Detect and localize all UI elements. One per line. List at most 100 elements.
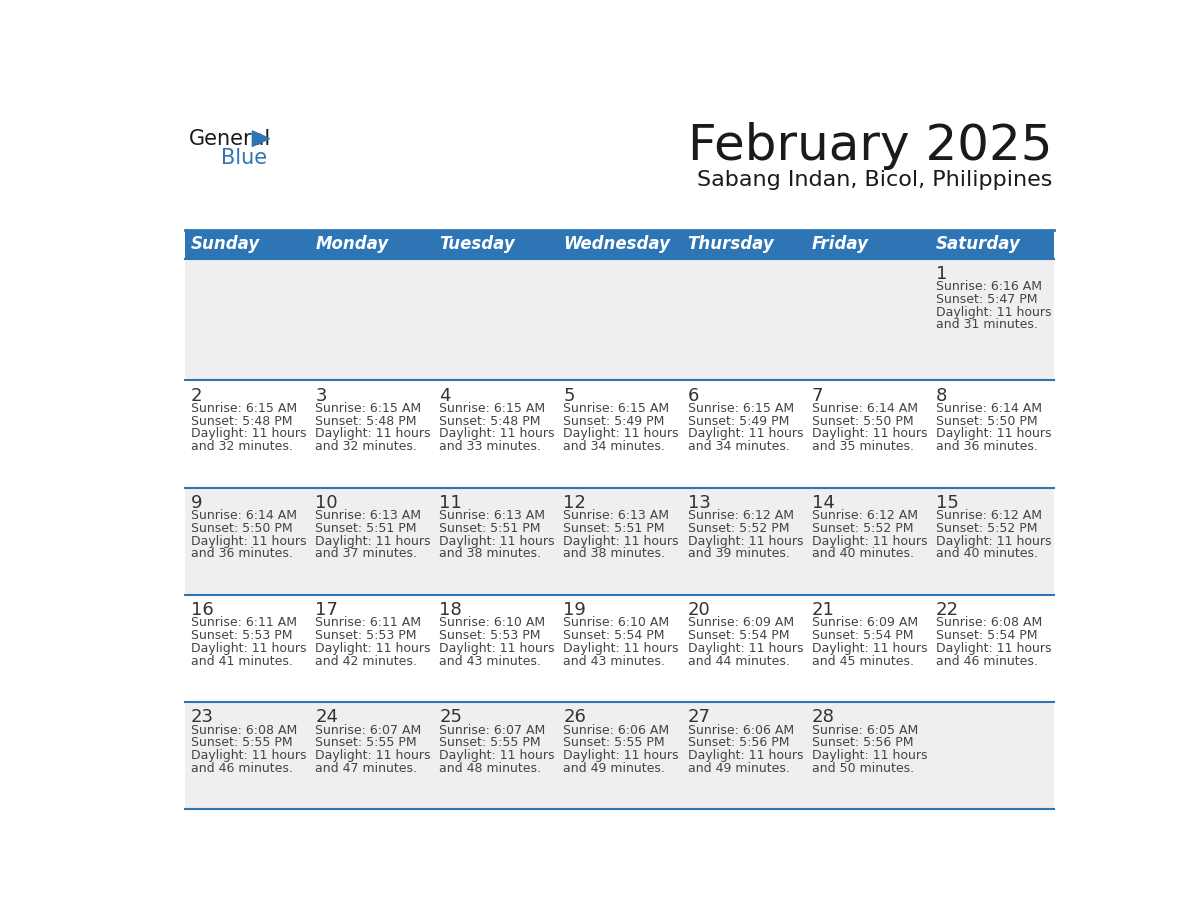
Text: Sunrise: 6:09 AM: Sunrise: 6:09 AM — [811, 616, 918, 630]
Text: Daylight: 11 hours: Daylight: 11 hours — [191, 428, 307, 441]
Text: Sunset: 5:54 PM: Sunset: 5:54 PM — [688, 629, 789, 642]
Bar — [929, 230, 1054, 259]
Text: Daylight: 11 hours: Daylight: 11 hours — [688, 428, 803, 441]
Text: Sunset: 5:49 PM: Sunset: 5:49 PM — [563, 415, 665, 428]
Text: and 48 minutes.: and 48 minutes. — [440, 762, 542, 775]
Text: 14: 14 — [811, 494, 834, 512]
Text: and 33 minutes.: and 33 minutes. — [440, 440, 542, 453]
Text: Sunrise: 6:08 AM: Sunrise: 6:08 AM — [191, 723, 297, 736]
Text: 12: 12 — [563, 494, 587, 512]
Text: and 45 minutes.: and 45 minutes. — [811, 655, 914, 667]
Text: 15: 15 — [936, 494, 959, 512]
Text: 26: 26 — [563, 709, 587, 726]
Text: 18: 18 — [440, 601, 462, 619]
Text: Daylight: 11 hours: Daylight: 11 hours — [440, 749, 555, 762]
Text: 13: 13 — [688, 494, 710, 512]
Text: Daylight: 11 hours: Daylight: 11 hours — [563, 642, 680, 655]
Text: Sunrise: 6:06 AM: Sunrise: 6:06 AM — [688, 723, 794, 736]
Text: Daylight: 11 hours: Daylight: 11 hours — [315, 534, 431, 548]
Bar — [434, 230, 557, 259]
Text: and 34 minutes.: and 34 minutes. — [688, 440, 790, 453]
Text: and 43 minutes.: and 43 minutes. — [440, 655, 542, 667]
Text: Sunset: 5:51 PM: Sunset: 5:51 PM — [563, 522, 665, 535]
Text: 8: 8 — [936, 386, 947, 405]
Text: Sunset: 5:55 PM: Sunset: 5:55 PM — [191, 736, 292, 749]
Text: Sunrise: 6:06 AM: Sunrise: 6:06 AM — [563, 723, 670, 736]
Bar — [185, 380, 1054, 487]
Text: and 32 minutes.: and 32 minutes. — [315, 440, 417, 453]
Text: Sunset: 5:55 PM: Sunset: 5:55 PM — [563, 736, 665, 749]
Text: and 46 minutes.: and 46 minutes. — [936, 655, 1037, 667]
Text: 23: 23 — [191, 709, 214, 726]
Text: Daylight: 11 hours: Daylight: 11 hours — [315, 642, 431, 655]
Text: Sunrise: 6:14 AM: Sunrise: 6:14 AM — [936, 402, 1042, 415]
Text: and 36 minutes.: and 36 minutes. — [191, 547, 293, 560]
Text: Sunrise: 6:09 AM: Sunrise: 6:09 AM — [688, 616, 794, 630]
Text: and 41 minutes.: and 41 minutes. — [191, 655, 293, 667]
Text: Daylight: 11 hours: Daylight: 11 hours — [688, 642, 803, 655]
Text: Daylight: 11 hours: Daylight: 11 hours — [936, 428, 1051, 441]
Text: Daylight: 11 hours: Daylight: 11 hours — [440, 642, 555, 655]
Text: 4: 4 — [440, 386, 451, 405]
Text: 24: 24 — [315, 709, 339, 726]
Bar — [309, 230, 434, 259]
Text: and 40 minutes.: and 40 minutes. — [811, 547, 914, 560]
Text: Sunday: Sunday — [191, 235, 260, 253]
Text: Daylight: 11 hours: Daylight: 11 hours — [563, 749, 680, 762]
Bar — [682, 230, 805, 259]
Text: Sunrise: 6:10 AM: Sunrise: 6:10 AM — [440, 616, 545, 630]
Bar — [185, 487, 1054, 595]
Text: Daylight: 11 hours: Daylight: 11 hours — [936, 306, 1051, 319]
Text: Daylight: 11 hours: Daylight: 11 hours — [936, 534, 1051, 548]
Text: Sabang Indan, Bicol, Philippines: Sabang Indan, Bicol, Philippines — [697, 170, 1053, 190]
Text: Sunrise: 6:15 AM: Sunrise: 6:15 AM — [688, 402, 794, 415]
Text: 25: 25 — [440, 709, 462, 726]
Text: Sunset: 5:51 PM: Sunset: 5:51 PM — [315, 522, 417, 535]
Text: and 46 minutes.: and 46 minutes. — [191, 762, 293, 775]
Text: and 36 minutes.: and 36 minutes. — [936, 440, 1037, 453]
Text: Sunset: 5:47 PM: Sunset: 5:47 PM — [936, 293, 1037, 306]
Text: and 50 minutes.: and 50 minutes. — [811, 762, 914, 775]
Text: 21: 21 — [811, 601, 834, 619]
Text: and 39 minutes.: and 39 minutes. — [688, 547, 790, 560]
Text: 2: 2 — [191, 386, 203, 405]
Text: February 2025: February 2025 — [688, 122, 1053, 170]
Text: Sunrise: 6:11 AM: Sunrise: 6:11 AM — [315, 616, 422, 630]
Text: and 32 minutes.: and 32 minutes. — [191, 440, 293, 453]
Text: Daylight: 11 hours: Daylight: 11 hours — [315, 428, 431, 441]
Text: Sunrise: 6:12 AM: Sunrise: 6:12 AM — [688, 509, 794, 522]
Text: Daylight: 11 hours: Daylight: 11 hours — [563, 428, 680, 441]
Text: Sunset: 5:56 PM: Sunset: 5:56 PM — [811, 736, 914, 749]
Text: 6: 6 — [688, 386, 699, 405]
Text: 11: 11 — [440, 494, 462, 512]
Text: Sunrise: 6:14 AM: Sunrise: 6:14 AM — [191, 509, 297, 522]
Text: 16: 16 — [191, 601, 214, 619]
Text: Sunrise: 6:08 AM: Sunrise: 6:08 AM — [936, 616, 1042, 630]
Text: and 44 minutes.: and 44 minutes. — [688, 655, 790, 667]
Text: Sunset: 5:53 PM: Sunset: 5:53 PM — [191, 629, 292, 642]
Text: 9: 9 — [191, 494, 203, 512]
Text: Wednesday: Wednesday — [563, 235, 670, 253]
Text: 19: 19 — [563, 601, 587, 619]
Text: General: General — [189, 129, 271, 150]
Text: Daylight: 11 hours: Daylight: 11 hours — [191, 642, 307, 655]
Text: Sunrise: 6:16 AM: Sunrise: 6:16 AM — [936, 280, 1042, 294]
Text: Daylight: 11 hours: Daylight: 11 hours — [811, 428, 927, 441]
Text: Sunrise: 6:13 AM: Sunrise: 6:13 AM — [440, 509, 545, 522]
Text: Sunset: 5:55 PM: Sunset: 5:55 PM — [315, 736, 417, 749]
Text: 22: 22 — [936, 601, 959, 619]
Text: Sunset: 5:50 PM: Sunset: 5:50 PM — [811, 415, 914, 428]
Text: Daylight: 11 hours: Daylight: 11 hours — [315, 749, 431, 762]
Text: Daylight: 11 hours: Daylight: 11 hours — [440, 428, 555, 441]
Text: and 35 minutes.: and 35 minutes. — [811, 440, 914, 453]
Text: Tuesday: Tuesday — [440, 235, 516, 253]
Bar — [805, 230, 929, 259]
Text: and 49 minutes.: and 49 minutes. — [563, 762, 665, 775]
Text: Daylight: 11 hours: Daylight: 11 hours — [811, 749, 927, 762]
Text: Daylight: 11 hours: Daylight: 11 hours — [688, 534, 803, 548]
Text: Sunrise: 6:15 AM: Sunrise: 6:15 AM — [563, 402, 670, 415]
Text: and 38 minutes.: and 38 minutes. — [563, 547, 665, 560]
Text: Daylight: 11 hours: Daylight: 11 hours — [811, 642, 927, 655]
Text: 20: 20 — [688, 601, 710, 619]
Bar — [185, 230, 309, 259]
